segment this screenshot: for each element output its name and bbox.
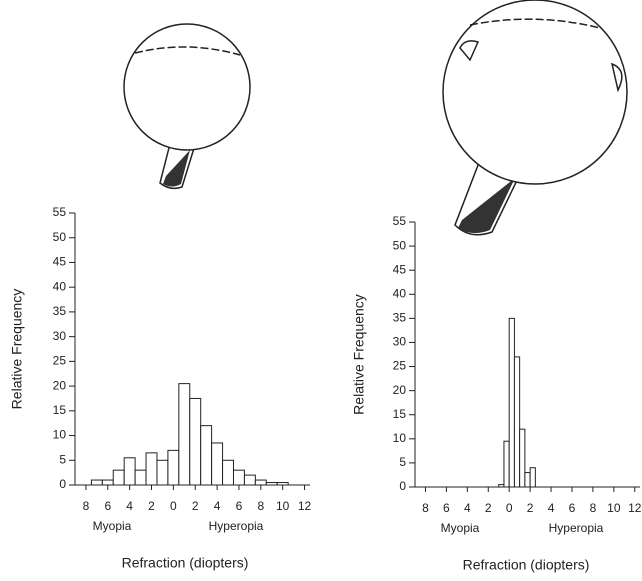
bar bbox=[498, 484, 505, 488]
nerve-shade bbox=[163, 150, 190, 187]
y-tick-label: 5 bbox=[399, 455, 406, 469]
y-tick-label: 25 bbox=[393, 359, 407, 373]
y-tick-label: 10 bbox=[393, 431, 407, 445]
cornea bbox=[469, 18, 601, 29]
y-tick-label: 45 bbox=[393, 262, 407, 276]
bar bbox=[189, 397, 202, 486]
bar bbox=[123, 457, 136, 486]
cornea bbox=[134, 46, 241, 56]
x-axis-label: Refraction (diopters) bbox=[463, 557, 590, 573]
bar bbox=[524, 472, 531, 488]
x-tick-label: 2 bbox=[527, 501, 534, 515]
y-tick-label: 35 bbox=[393, 311, 407, 325]
y-tick-label: 15 bbox=[393, 407, 407, 421]
y-tick-label: 55 bbox=[53, 205, 67, 219]
x-tick-label: 10 bbox=[276, 499, 290, 513]
y-tick-label: 35 bbox=[53, 304, 67, 318]
y-tick-label: 30 bbox=[393, 335, 407, 349]
bar bbox=[222, 459, 234, 486]
y-tick-label: 0 bbox=[399, 479, 406, 493]
bump bbox=[459, 40, 480, 62]
bar bbox=[134, 469, 147, 486]
bar bbox=[232, 469, 245, 486]
y-tick-label: 40 bbox=[393, 286, 407, 300]
x-tick-label: 0 bbox=[506, 501, 513, 515]
y-tick-label: 20 bbox=[53, 378, 67, 392]
y-tick-label: 5 bbox=[59, 452, 66, 466]
bar bbox=[156, 459, 169, 486]
x-tick-label: 4 bbox=[548, 501, 555, 515]
bar bbox=[211, 442, 224, 486]
x-tick-label: 12 bbox=[628, 501, 642, 515]
y-tick-label: 50 bbox=[393, 238, 407, 252]
x-tick-label: 8 bbox=[590, 501, 597, 515]
x-tick-label: 10 bbox=[607, 501, 621, 515]
bar bbox=[112, 469, 125, 486]
annotation: Hyperopia bbox=[549, 521, 604, 535]
y-axis-label: Relative Frequency bbox=[351, 294, 367, 415]
y-tick-label: 20 bbox=[393, 383, 407, 397]
y-tick-label: 55 bbox=[393, 214, 407, 228]
x-tick-label: 8 bbox=[83, 499, 90, 513]
bar bbox=[254, 479, 267, 486]
eye-myopic bbox=[442, 0, 628, 236]
x-axis-label: Refraction (diopters) bbox=[122, 555, 249, 571]
bump bbox=[610, 62, 623, 93]
y-tick-label: 30 bbox=[53, 329, 67, 343]
eye-normal bbox=[123, 23, 251, 190]
x-tick-label: 2 bbox=[485, 501, 492, 515]
bar bbox=[265, 482, 278, 486]
bar bbox=[101, 479, 114, 486]
bar bbox=[167, 449, 180, 486]
x-tick-label: 8 bbox=[422, 501, 429, 515]
bar bbox=[529, 467, 536, 488]
x-tick-label: 4 bbox=[464, 501, 471, 515]
bar bbox=[145, 452, 158, 486]
x-tick-label: 6 bbox=[569, 501, 576, 515]
bar bbox=[90, 479, 103, 486]
bar bbox=[503, 440, 510, 488]
y-tick-label: 10 bbox=[53, 428, 67, 442]
x-tick-label: 0 bbox=[170, 499, 177, 513]
x-tick-label: 2 bbox=[192, 499, 199, 513]
eyeball bbox=[442, 0, 628, 185]
y-tick-label: 45 bbox=[53, 255, 67, 269]
annotation: Myopia bbox=[441, 521, 480, 535]
bar bbox=[508, 317, 515, 488]
bar bbox=[513, 356, 521, 488]
x-tick-label: 6 bbox=[443, 501, 450, 515]
annotation: Myopia bbox=[93, 519, 132, 533]
y-axis-label: Relative Frequency bbox=[9, 289, 25, 410]
y-tick-label: 0 bbox=[59, 477, 66, 491]
y-tick-label: 40 bbox=[53, 279, 67, 293]
bar bbox=[276, 482, 289, 486]
bar bbox=[178, 383, 191, 486]
annotation: Hyperopia bbox=[209, 519, 264, 533]
bar bbox=[243, 474, 256, 486]
x-tick-label: 4 bbox=[214, 499, 221, 513]
bar bbox=[519, 428, 526, 488]
x-tick-label: 2 bbox=[148, 499, 155, 513]
x-tick-label: 4 bbox=[126, 499, 133, 513]
nerve-shade bbox=[458, 178, 515, 234]
bar bbox=[200, 425, 213, 486]
x-tick-label: 12 bbox=[298, 499, 312, 513]
y-tick-label: 25 bbox=[53, 354, 67, 368]
eyeball bbox=[123, 23, 251, 151]
x-tick-label: 6 bbox=[104, 499, 111, 513]
x-tick-label: 6 bbox=[236, 499, 243, 513]
y-tick-label: 50 bbox=[53, 230, 67, 244]
x-tick-label: 8 bbox=[257, 499, 264, 513]
y-tick-label: 15 bbox=[53, 403, 67, 417]
